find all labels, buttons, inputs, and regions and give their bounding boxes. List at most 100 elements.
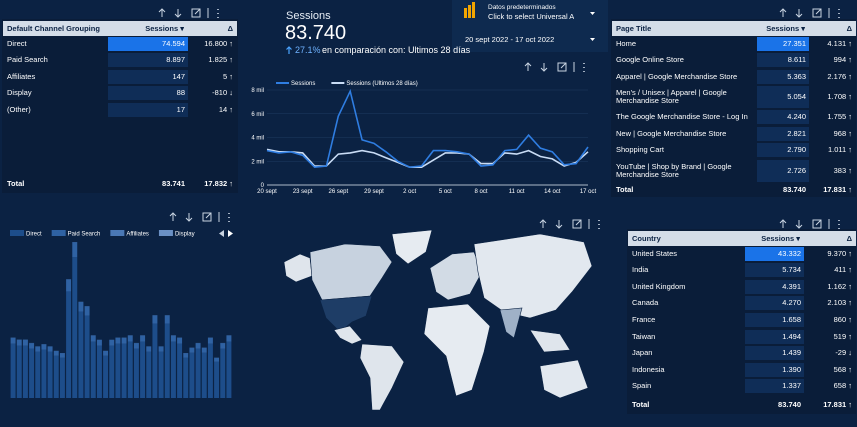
data-source-icon	[472, 2, 475, 18]
sessions-cell: 5.054	[787, 91, 806, 101]
sessions-cell: 1.439	[782, 348, 801, 357]
data-source-icon	[464, 8, 467, 18]
sort-down-icon	[185, 213, 193, 222]
row-label: Affiliates	[7, 72, 36, 81]
date-range[interactable]: 20 sept 2022 - 17 oct 2022	[465, 35, 555, 44]
sessions-cell: 147	[172, 72, 185, 81]
sessions-cell-bg	[745, 247, 804, 261]
bar-segment	[158, 346, 164, 352]
x-tick-label: 17 oct	[580, 189, 597, 195]
sessions-cell-bg	[745, 363, 804, 377]
row-label: Apparel | Google Merchandise Store	[616, 72, 738, 81]
legend-swatch	[158, 230, 173, 236]
bar-segment	[170, 341, 176, 398]
legend-prev[interactable]	[219, 230, 224, 237]
bar-segment	[170, 335, 176, 342]
sort-down-icon	[540, 63, 548, 72]
map-land	[473, 233, 593, 319]
delta-cell: 14 ↑	[218, 105, 233, 114]
delta-cell: 2.176 ↑	[827, 72, 852, 81]
bar-segment	[140, 341, 146, 398]
bar-segment	[29, 343, 35, 349]
sessions-cell-bg	[757, 70, 809, 84]
toolbar[interactable]	[779, 219, 840, 229]
toolbar[interactable]	[779, 8, 840, 18]
bar-segment	[115, 343, 121, 398]
sessions-cell: 74.594	[162, 39, 185, 48]
bar-segment	[121, 343, 127, 398]
sort-down-icon	[795, 9, 803, 18]
x-tick-label: 11 oct	[509, 189, 525, 195]
legend-swatch	[10, 230, 24, 236]
bar-segment	[214, 357, 220, 362]
export-icon	[557, 62, 567, 72]
map-land	[309, 243, 393, 301]
bar-segment	[66, 279, 72, 292]
delta-cell: 383 ↑	[833, 165, 852, 175]
data-source-title[interactable]: Datos predeterminados	[488, 4, 556, 11]
header-delta: Δ	[227, 24, 233, 33]
delta-cell: 860 ↑	[833, 315, 852, 324]
bar-segment	[72, 257, 78, 398]
bar-segment	[47, 351, 53, 398]
row-label: The Google Merchandise Store - Log In	[616, 112, 748, 121]
row-label: Taiwan	[632, 332, 656, 341]
row-label: Indonesia	[632, 365, 665, 374]
toolbar[interactable]	[539, 219, 600, 229]
bar-segment	[78, 301, 84, 312]
bar-segment	[146, 346, 152, 352]
bar-segment	[10, 337, 16, 344]
row-label: Shopping Cart	[616, 145, 664, 154]
row-label: Google Online Store	[616, 55, 684, 64]
bar-segment	[109, 339, 115, 346]
sessions-cell-bg	[745, 346, 804, 360]
table-header	[628, 231, 856, 246]
header-label: Page Title	[616, 24, 652, 33]
sessions-cell-bg	[745, 330, 804, 344]
bar-segment	[66, 291, 72, 398]
bar-segment	[96, 345, 102, 398]
map-land	[423, 303, 491, 397]
bar-segment	[72, 242, 78, 258]
toolbar[interactable]	[524, 62, 585, 72]
toolbar[interactable]	[169, 212, 230, 222]
bar-segment	[226, 341, 232, 398]
date-control[interactable]	[452, 0, 608, 52]
header-label: Default Channel Grouping	[7, 24, 100, 33]
bar-segment	[201, 352, 207, 398]
row-label: YouTube | Shop by Brand | Google Merchan…	[616, 161, 732, 179]
bar-segment	[29, 348, 35, 398]
sessions-cell: 5.734	[782, 265, 801, 274]
map-land	[359, 343, 405, 411]
sessions-cell: 5.363	[787, 72, 806, 81]
row-label: Japan	[632, 348, 653, 357]
header-sessions: Sessions ▾	[145, 24, 184, 33]
legend-next[interactable]	[228, 230, 233, 237]
row-label: Home	[616, 39, 637, 48]
sessions-cell-bg	[757, 127, 809, 141]
sessions-cell: 4.240	[787, 112, 806, 121]
sessions-cell: 43.332	[778, 249, 801, 258]
sessions-cell: 2.790	[787, 145, 806, 154]
delta-cell: 17.831 ↑	[823, 185, 852, 194]
delta-cell: 17.832 ↑	[204, 179, 233, 188]
sessions-cell-bg	[108, 70, 188, 84]
row-label: Direct	[7, 39, 27, 48]
bar-segment	[84, 315, 90, 398]
sessions-cell: 2.821	[787, 129, 806, 138]
scorecard-title: Sessions	[286, 10, 331, 22]
data-source-hint[interactable]: Click to select Universal An	[488, 12, 574, 21]
delta-cell: 411 ↑	[834, 265, 852, 274]
x-tick-label: 2 oct	[403, 189, 416, 195]
row-label: Canada	[632, 298, 659, 307]
line-series	[266, 88, 589, 169]
x-tick-label: 20 sept	[257, 189, 277, 195]
bar-segment	[207, 337, 213, 344]
delta-cell: 1.755 ↑	[827, 112, 852, 121]
y-tick-label: 4 mil	[251, 136, 264, 142]
dropdown-icon	[590, 38, 595, 41]
bar-segment	[201, 347, 207, 353]
bar-segment	[140, 335, 146, 342]
toolbar[interactable]	[158, 8, 219, 18]
